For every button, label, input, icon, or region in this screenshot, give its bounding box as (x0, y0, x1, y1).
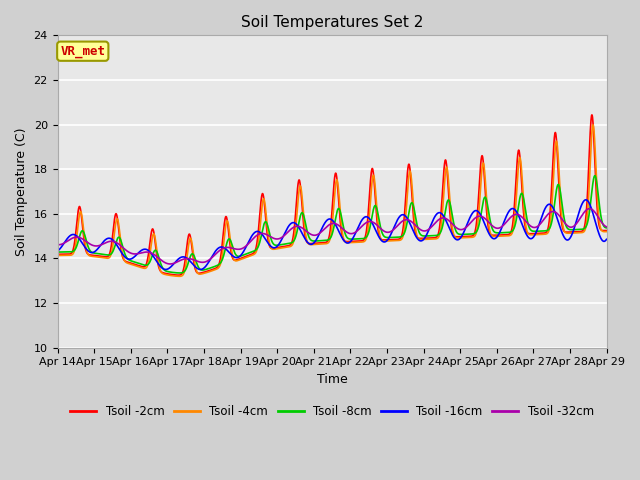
Tsoil -16cm (603, 237, 611, 242)
Line: Tsoil -4cm: Tsoil -4cm (58, 125, 607, 276)
Tsoil -4cm (492, 233, 499, 239)
Tsoil -4cm (175, 274, 183, 279)
Tsoil -16cm (554, 218, 562, 224)
Tsoil -16cm (348, 237, 356, 242)
Tsoil -16cm (492, 235, 499, 241)
Tsoil -32cm (207, 256, 214, 262)
Tsoil -8cm (570, 227, 577, 233)
Tsoil -8cm (54, 249, 61, 255)
Tsoil -32cm (570, 224, 577, 229)
Tsoil -4cm (360, 239, 368, 244)
Tsoil -4cm (570, 230, 577, 236)
Line: Tsoil -16cm: Tsoil -16cm (58, 200, 607, 269)
Tsoil -16cm (54, 248, 61, 254)
Title: Soil Temperatures Set 2: Soil Temperatures Set 2 (241, 15, 423, 30)
Tsoil -32cm (54, 242, 61, 248)
Tsoil -8cm (492, 230, 499, 236)
Tsoil -32cm (603, 224, 611, 229)
Tsoil -16cm (196, 266, 204, 272)
Tsoil -16cm (360, 215, 368, 221)
Tsoil -32cm (360, 221, 368, 227)
Legend: Tsoil -2cm, Tsoil -4cm, Tsoil -8cm, Tsoil -16cm, Tsoil -32cm: Tsoil -2cm, Tsoil -4cm, Tsoil -8cm, Tsoi… (66, 400, 598, 423)
Tsoil -8cm (348, 236, 356, 242)
Tsoil -32cm (554, 212, 562, 217)
Line: Tsoil -32cm: Tsoil -32cm (58, 209, 607, 264)
Tsoil -2cm (603, 228, 611, 233)
Tsoil -4cm (348, 240, 356, 245)
Line: Tsoil -8cm: Tsoil -8cm (58, 176, 607, 273)
Tsoil -2cm (588, 112, 596, 118)
Tsoil -2cm (348, 239, 356, 244)
Tsoil -8cm (603, 225, 611, 231)
Tsoil -32cm (492, 225, 499, 231)
Tsoil -32cm (166, 261, 174, 267)
Tsoil -8cm (591, 173, 598, 179)
Tsoil -4cm (207, 268, 214, 274)
Y-axis label: Soil Temperature (C): Soil Temperature (C) (15, 127, 28, 256)
Tsoil -4cm (589, 122, 597, 128)
Tsoil -2cm (360, 237, 368, 242)
Tsoil -2cm (570, 229, 577, 235)
Tsoil -16cm (582, 197, 589, 203)
Tsoil -2cm (175, 272, 182, 278)
Tsoil -2cm (492, 232, 499, 238)
Tsoil -2cm (207, 267, 214, 273)
Tsoil -8cm (176, 270, 184, 276)
Text: VR_met: VR_met (60, 45, 105, 58)
Tsoil -8cm (554, 181, 562, 187)
Tsoil -2cm (554, 168, 562, 174)
Tsoil -4cm (603, 229, 611, 235)
X-axis label: Time: Time (317, 373, 348, 386)
Tsoil -4cm (554, 154, 562, 160)
Tsoil -8cm (207, 265, 214, 271)
Tsoil -32cm (586, 206, 593, 212)
Tsoil -2cm (54, 252, 61, 257)
Tsoil -32cm (348, 231, 356, 237)
Tsoil -16cm (207, 255, 214, 261)
Tsoil -4cm (54, 252, 61, 258)
Tsoil -8cm (360, 236, 368, 241)
Line: Tsoil -2cm: Tsoil -2cm (58, 115, 607, 275)
Tsoil -16cm (570, 228, 577, 233)
